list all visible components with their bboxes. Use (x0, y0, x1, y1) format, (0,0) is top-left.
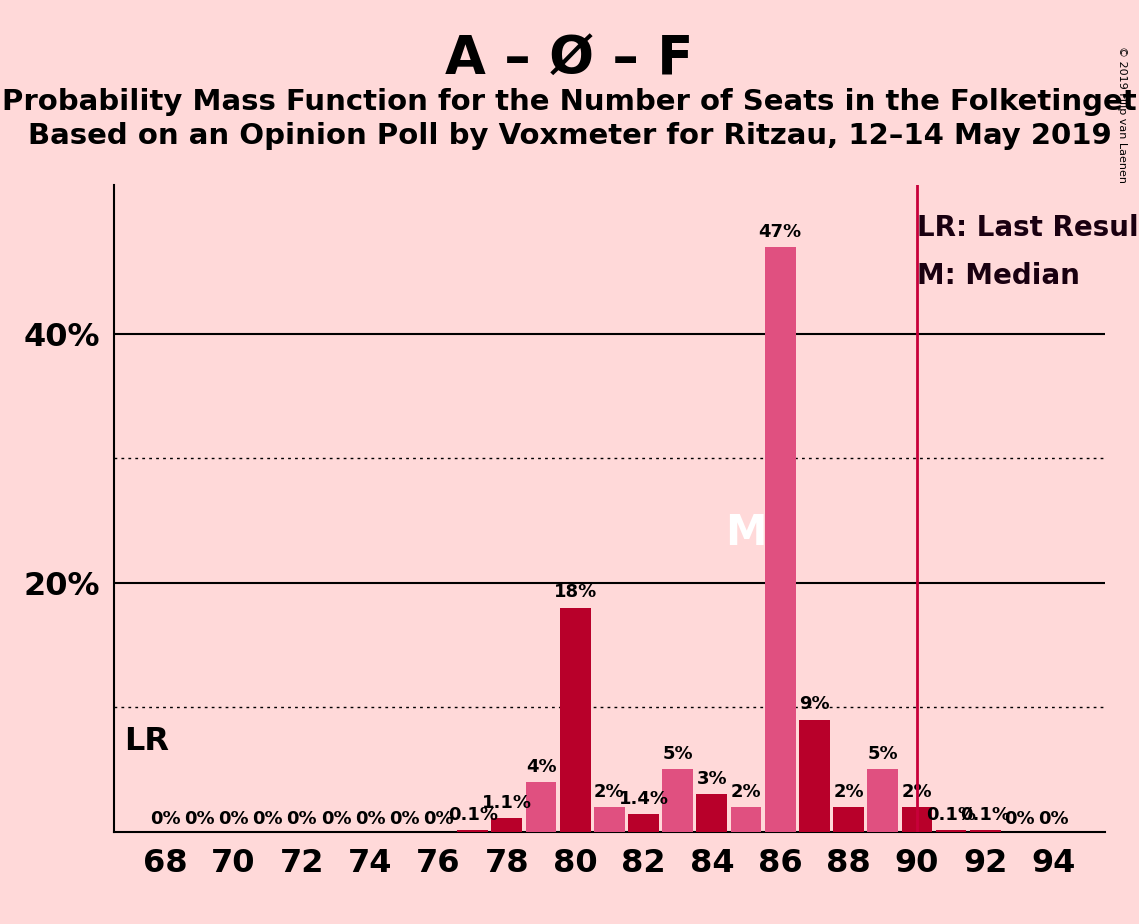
Bar (559, 608, 590, 832)
Bar (457, 831, 487, 832)
Text: 5%: 5% (868, 745, 898, 763)
Bar (901, 807, 932, 832)
Text: 47%: 47% (759, 223, 802, 241)
Bar (798, 720, 829, 832)
Bar (696, 795, 727, 832)
Bar (833, 807, 863, 832)
Text: M: M (726, 512, 767, 554)
Text: 2%: 2% (595, 783, 624, 800)
Text: 0%: 0% (253, 809, 282, 828)
Bar (867, 770, 898, 832)
Text: 0%: 0% (424, 809, 453, 828)
Text: © 2019 Filip van Laenen: © 2019 Filip van Laenen (1117, 46, 1126, 183)
Text: 0%: 0% (287, 809, 317, 828)
Text: 5%: 5% (663, 745, 693, 763)
Text: 18%: 18% (554, 583, 597, 602)
Bar (730, 807, 761, 832)
Bar (595, 807, 625, 832)
Text: 0%: 0% (219, 809, 248, 828)
Text: LR: Last Result: LR: Last Result (917, 213, 1139, 242)
Text: 9%: 9% (800, 696, 829, 713)
Bar (525, 782, 556, 832)
Text: 0%: 0% (1005, 809, 1034, 828)
Text: 0%: 0% (355, 809, 385, 828)
Text: 2%: 2% (902, 783, 932, 800)
Bar (764, 247, 795, 832)
Text: 0%: 0% (390, 809, 419, 828)
Text: LR: LR (124, 725, 169, 757)
Text: 0.1%: 0.1% (960, 806, 1010, 824)
Text: 0.1%: 0.1% (448, 806, 498, 824)
Bar (935, 831, 966, 832)
Bar (491, 818, 522, 832)
Text: 0.1%: 0.1% (926, 806, 976, 824)
Text: M: Median: M: Median (917, 262, 1080, 290)
Bar (662, 770, 693, 832)
Text: Probability Mass Function for the Number of Seats in the Folketinget: Probability Mass Function for the Number… (2, 88, 1137, 116)
Bar (628, 814, 658, 832)
Text: 2%: 2% (731, 783, 761, 800)
Text: 2%: 2% (834, 783, 863, 800)
Text: 0%: 0% (321, 809, 351, 828)
Text: 1.1%: 1.1% (482, 794, 532, 811)
Text: Based on an Opinion Poll by Voxmeter for Ritzau, 12–14 May 2019: Based on an Opinion Poll by Voxmeter for… (27, 122, 1112, 150)
Text: 0%: 0% (150, 809, 180, 828)
Text: 0%: 0% (1039, 809, 1068, 828)
Bar (969, 831, 1000, 832)
Text: 4%: 4% (526, 758, 556, 775)
Text: 3%: 3% (697, 770, 727, 788)
Text: 1.4%: 1.4% (618, 790, 669, 808)
Text: 0%: 0% (185, 809, 214, 828)
Text: A – Ø – F: A – Ø – F (445, 32, 694, 84)
